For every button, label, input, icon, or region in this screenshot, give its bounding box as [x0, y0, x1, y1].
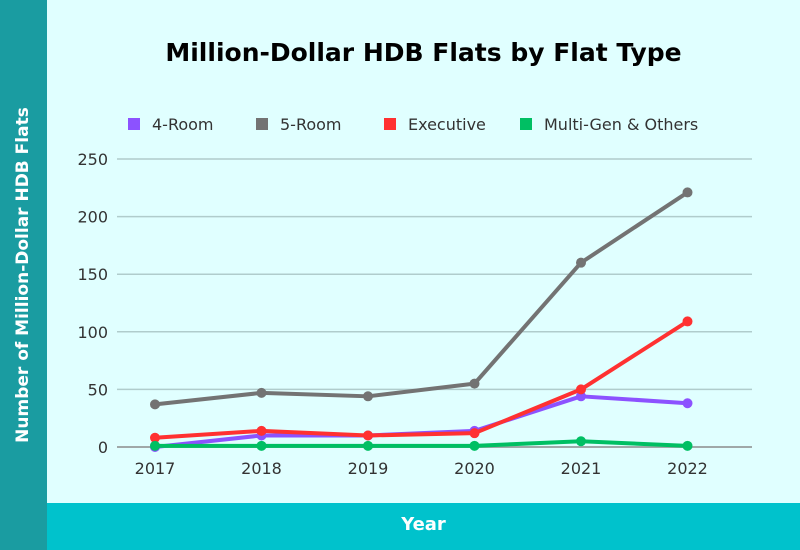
y-tick-label: 250	[77, 150, 108, 169]
y-tick-label: 150	[77, 265, 108, 284]
legend-swatch	[384, 118, 396, 130]
data-point	[576, 436, 586, 447]
data-point	[469, 428, 480, 439]
y-tick-label: 200	[77, 208, 108, 227]
legend-label: Executive	[408, 115, 486, 134]
x-tick-label: 2022	[667, 459, 708, 478]
data-point	[150, 432, 160, 443]
series-line-executive	[154, 319, 689, 440]
data-point	[256, 440, 267, 451]
legend-label: 5-Room	[280, 115, 342, 134]
x-axis-label: Year	[401, 514, 446, 535]
data-point	[469, 378, 480, 389]
data-point	[576, 384, 586, 395]
x-tick-label: 2020	[454, 459, 495, 478]
x-tick-label: 2017	[135, 459, 176, 478]
data-point	[256, 425, 267, 436]
chart-title: Million-Dollar HDB Flats by Flat Type	[165, 38, 682, 67]
data-point	[682, 187, 693, 198]
y-tick-label: 100	[77, 323, 108, 342]
data-point	[682, 440, 693, 451]
data-point	[682, 316, 693, 327]
data-point	[256, 387, 267, 398]
data-point	[363, 440, 373, 451]
data-point	[363, 391, 373, 402]
data-point	[150, 440, 160, 451]
series-line-5-room	[154, 190, 689, 407]
x-tick-label: 2018	[241, 459, 282, 478]
legend-label: 4-Room	[152, 115, 214, 134]
y-tick-label: 0	[98, 438, 108, 457]
data-point	[150, 399, 160, 410]
legend-swatch	[520, 118, 532, 130]
y-tick-label: 50	[88, 380, 108, 399]
left-band	[0, 0, 47, 550]
legend-swatch	[128, 118, 140, 130]
x-tick-label: 2021	[561, 459, 602, 478]
legend-label: Multi-Gen & Others	[544, 115, 698, 134]
data-point	[576, 391, 586, 402]
bottom-band	[47, 503, 800, 550]
series-line-multi-gen-others	[155, 439, 688, 448]
legend-swatch	[256, 118, 268, 130]
data-point	[576, 257, 586, 268]
x-tick-label: 2019	[348, 459, 389, 478]
data-point	[363, 430, 373, 441]
series-line-4-room	[154, 394, 688, 449]
data-point	[469, 440, 480, 451]
data-point	[682, 398, 693, 409]
